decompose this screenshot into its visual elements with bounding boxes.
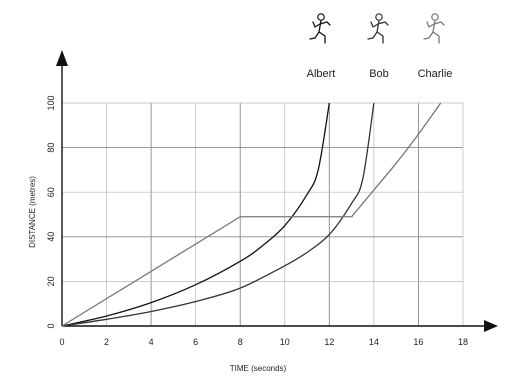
y-tick-label: 100	[46, 95, 56, 110]
x-tick-label: 12	[324, 337, 334, 347]
y-tick-label: 40	[46, 232, 56, 242]
y-tick-label: 20	[46, 276, 56, 286]
x-axis-arrow	[484, 320, 498, 332]
legend-label-charlie: Charlie	[418, 68, 453, 80]
x-tick-label: 10	[280, 337, 290, 347]
runner-icon	[423, 13, 445, 44]
series-line-bob	[61, 102, 375, 327]
x-tick-label: 4	[149, 337, 154, 347]
runner-icon	[367, 13, 389, 44]
x-tick-label: 8	[238, 337, 243, 347]
series-line-albert	[61, 102, 330, 327]
grid	[62, 102, 464, 326]
series-line-charlie	[61, 102, 442, 327]
x-tick-label: 6	[193, 337, 198, 347]
legend-item-bob: Bob	[367, 13, 389, 80]
series-lines	[61, 102, 442, 327]
legend-label-bob: Bob	[369, 68, 389, 80]
x-axis-title: TIME (seconds)	[230, 364, 287, 373]
y-axis-title: DISTANCE (metres)	[28, 176, 37, 248]
x-tick-label: 2	[104, 337, 109, 347]
legend-item-charlie: Charlie	[418, 13, 453, 80]
tick-labels: 0 2 4 6 8 10 12 14 16 18 0 20 40 60 80 100	[46, 95, 468, 347]
axes	[56, 50, 498, 332]
y-tick-label: 0	[46, 323, 56, 328]
legend: Albert Bob Charlie	[307, 13, 453, 80]
y-tick-label: 80	[46, 143, 56, 153]
legend-label-albert: Albert	[307, 68, 336, 80]
runner-icon	[309, 13, 331, 44]
y-axis-arrow	[56, 50, 68, 66]
x-tick-label: 18	[458, 337, 468, 347]
x-tick-label: 0	[59, 337, 64, 347]
y-tick-label: 60	[46, 187, 56, 197]
legend-item-albert: Albert	[307, 13, 336, 80]
x-tick-label: 14	[369, 337, 379, 347]
x-tick-label: 16	[413, 337, 423, 347]
